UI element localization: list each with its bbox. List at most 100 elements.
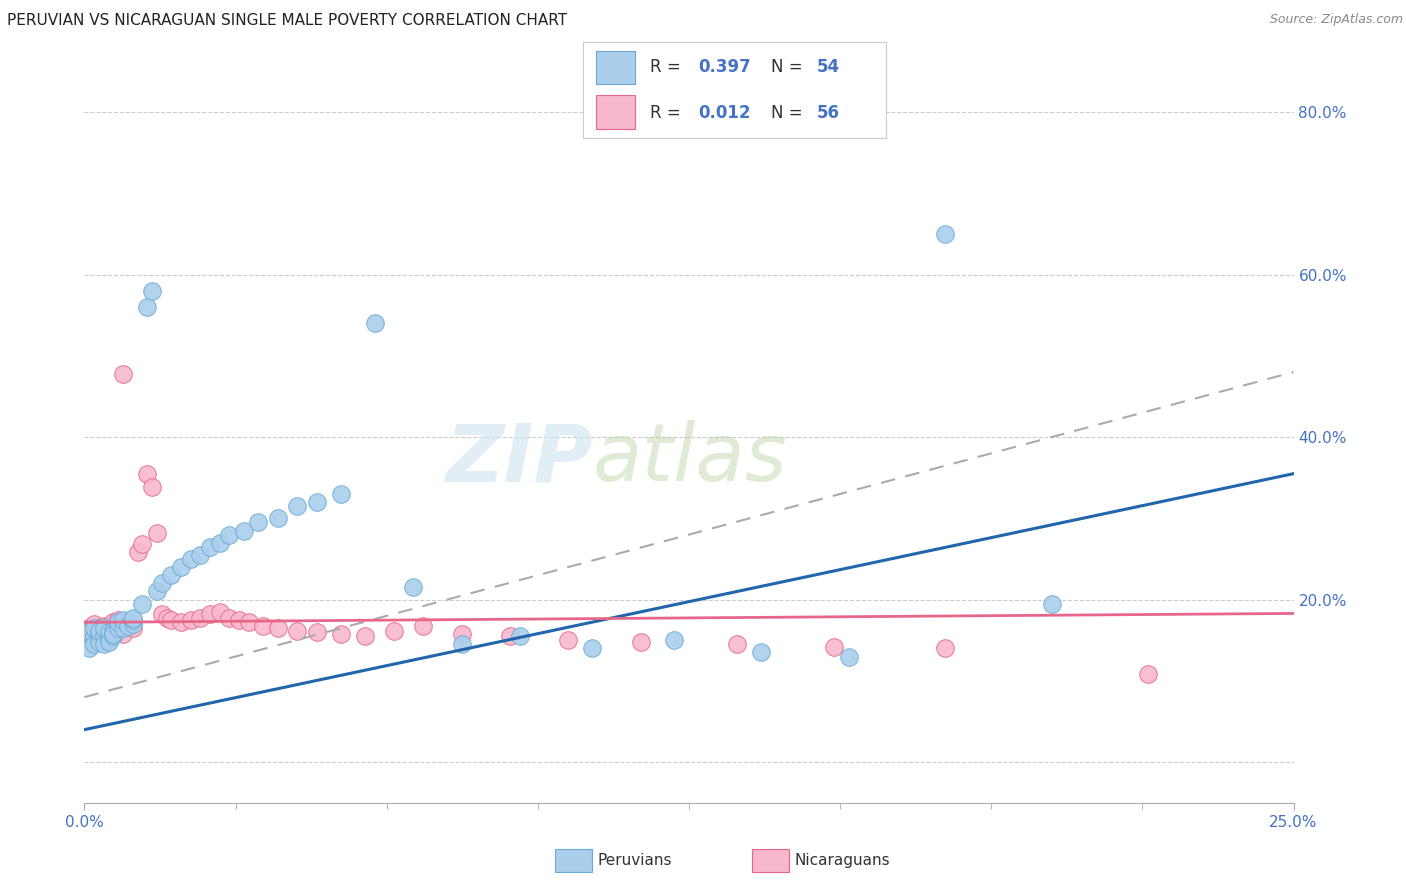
Point: [121, 617, 143, 632]
Point: [233, 524, 256, 538]
Point: [107, 621, 129, 635]
Point: [83, 621, 105, 635]
Point: [1137, 667, 1160, 681]
Point: [146, 526, 169, 541]
Point: [103, 626, 125, 640]
Point: [107, 615, 129, 630]
Point: [751, 645, 773, 659]
Point: [934, 641, 956, 656]
Point: [160, 568, 183, 582]
Point: [117, 618, 139, 632]
Point: [97, 625, 120, 640]
Text: atlas: atlas: [592, 420, 787, 498]
Text: N =: N =: [770, 103, 808, 121]
Point: [97, 632, 120, 646]
Text: Nicaraguans: Nicaraguans: [794, 854, 890, 868]
Point: [103, 629, 125, 643]
Point: [77, 641, 100, 656]
Point: [305, 625, 328, 640]
Point: [150, 576, 173, 591]
Text: 0.012: 0.012: [699, 103, 751, 121]
Point: [823, 640, 845, 654]
Point: [305, 495, 328, 509]
Point: [87, 626, 110, 640]
Point: [107, 613, 129, 627]
Point: [155, 610, 177, 624]
Point: [170, 615, 193, 630]
Point: [499, 629, 522, 643]
Bar: [596, 95, 636, 128]
Point: [93, 621, 115, 635]
Point: [103, 625, 125, 640]
Point: [112, 367, 135, 381]
Point: [354, 629, 377, 643]
Point: [450, 637, 472, 651]
Point: [103, 615, 125, 630]
Point: [87, 624, 110, 638]
Y-axis label: Single Male Poverty: Single Male Poverty: [0, 368, 7, 506]
Point: [121, 613, 143, 627]
Point: [557, 633, 579, 648]
Point: [218, 527, 240, 541]
Point: [127, 545, 149, 559]
Point: [838, 649, 860, 664]
Point: [402, 581, 425, 595]
Point: [363, 316, 385, 330]
Text: N =: N =: [770, 59, 808, 77]
Point: [238, 615, 260, 630]
Point: [934, 227, 956, 241]
Point: [87, 626, 110, 640]
Point: [136, 300, 159, 314]
Text: Source: ZipAtlas.com: Source: ZipAtlas.com: [1270, 13, 1403, 27]
Point: [121, 621, 143, 635]
Point: [267, 511, 290, 525]
Point: [267, 621, 290, 635]
Point: [77, 625, 100, 640]
Point: [329, 487, 352, 501]
Text: PERUVIAN VS NICARAGUAN SINGLE MALE POVERTY CORRELATION CHART: PERUVIAN VS NICARAGUAN SINGLE MALE POVER…: [7, 13, 567, 29]
Point: [107, 621, 129, 635]
Point: [93, 637, 115, 651]
Point: [509, 629, 531, 643]
Text: 0.397: 0.397: [699, 59, 751, 77]
Point: [208, 605, 231, 619]
Bar: [596, 51, 636, 85]
Point: [450, 626, 472, 640]
Point: [112, 626, 135, 640]
Point: [146, 584, 169, 599]
Point: [180, 552, 202, 566]
Point: [112, 621, 135, 635]
Point: [664, 633, 686, 648]
Point: [83, 633, 105, 648]
Point: [97, 626, 120, 640]
Point: [190, 548, 212, 562]
Text: 54: 54: [817, 59, 839, 77]
Point: [83, 629, 105, 643]
Point: [83, 637, 105, 651]
Point: [630, 635, 652, 649]
Point: [285, 499, 308, 513]
Point: [93, 624, 115, 638]
Point: [412, 618, 434, 632]
Point: [87, 621, 110, 635]
Point: [103, 624, 125, 638]
Point: [141, 480, 163, 494]
Point: [190, 610, 212, 624]
Point: [252, 618, 274, 632]
Point: [136, 467, 159, 481]
Point: [382, 624, 405, 638]
Point: [87, 629, 110, 643]
Text: ZIP: ZIP: [444, 420, 592, 498]
Point: [725, 637, 748, 651]
Point: [131, 597, 153, 611]
Point: [285, 624, 308, 638]
Point: [77, 621, 100, 635]
Point: [581, 641, 603, 656]
Point: [218, 610, 240, 624]
Point: [150, 607, 173, 622]
Point: [112, 618, 135, 632]
Point: [117, 615, 139, 630]
Point: [198, 607, 221, 622]
Point: [93, 618, 115, 632]
Point: [97, 635, 120, 649]
